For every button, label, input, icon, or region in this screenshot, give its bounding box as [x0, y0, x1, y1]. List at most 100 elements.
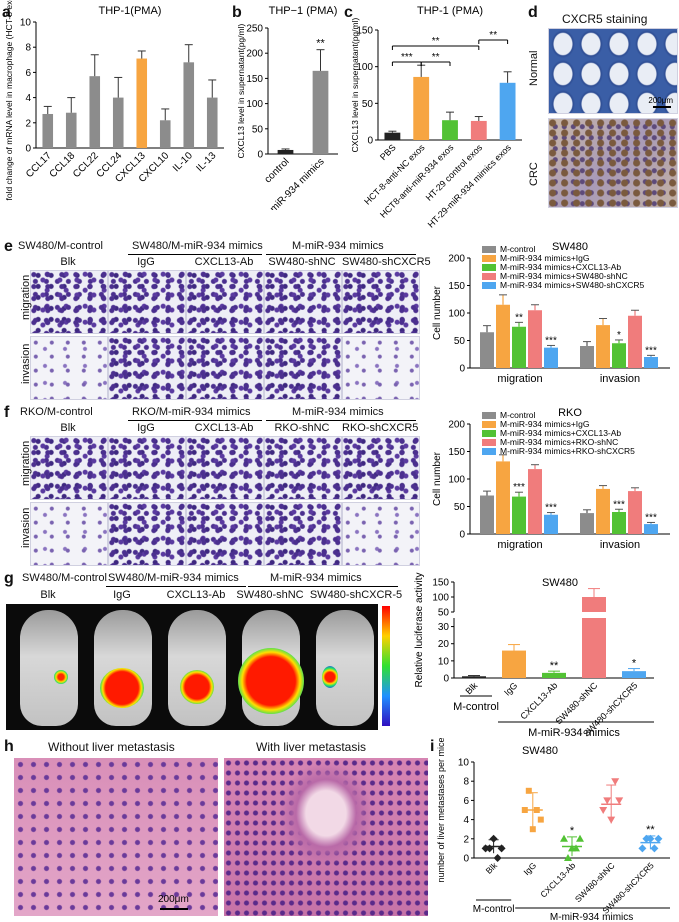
legend-label: M-miR-934 mimics+IgG: [500, 419, 590, 429]
data-point-Blk: [497, 844, 506, 853]
bar-SW480-shCXCR5: [622, 671, 646, 678]
legend-label: M-miR-934 mimics+SW480-shCXCR5: [500, 280, 645, 290]
y-tick-label: 150: [448, 447, 465, 458]
x-tick-label: PBS: [378, 142, 398, 162]
chart-f-rko-cell-number: RKO 0 50 100 150 200 Cell number *** *** migratio…: [432, 407, 670, 551]
f-micrograph: [186, 436, 264, 500]
bar-SW480-shNC: [582, 618, 606, 678]
bar-invasion-3: [628, 491, 642, 534]
bracket-label: **: [432, 36, 440, 47]
group-label-2: M-miR-934 mimics: [528, 727, 620, 738]
legend-swatch: [482, 282, 496, 289]
data-point-Blk: [489, 834, 498, 843]
significance-mark: *: [570, 825, 575, 837]
signal-shnc: [238, 648, 304, 714]
significance-mark: *: [617, 330, 621, 341]
y-tick-label: 200: [448, 420, 465, 431]
panel-label-c: c: [344, 4, 353, 21]
e-micrograph: [342, 270, 420, 334]
x-tick-label: migration: [497, 373, 542, 385]
bar-SW480-shNC-upper: [582, 597, 606, 612]
bar-HT-29 control exos: [470, 120, 487, 140]
bar-migration-1: [496, 304, 510, 368]
y-tick-label: 30: [438, 622, 450, 633]
bar-invasion-1: [596, 325, 610, 368]
chart-g-luciferase-activity: SW480 50 100 150 0 10 20 30 Relative luciferase …: [414, 572, 654, 738]
bar-migration-1: [496, 461, 510, 534]
y-tick-label: 50: [362, 99, 374, 110]
f-micrograph: [342, 436, 420, 500]
group-label-1: M-control: [453, 701, 499, 713]
f-header-control: RKO/M-control: [20, 406, 93, 418]
data-point-CXCL13-Ab: [576, 834, 584, 842]
g-col-label: SW480-shCXCR-5: [309, 589, 403, 601]
data-point-CXCL13-Ab: [572, 844, 580, 852]
panel-label-b: b: [232, 4, 242, 21]
bracket-label: ***: [401, 52, 413, 63]
signal-cxcl13-ab: [180, 670, 214, 704]
y-tick-label: 10: [458, 758, 470, 769]
y-tick-label: 200: [246, 49, 263, 60]
legend-swatch: [482, 273, 496, 280]
f-header-underline-2: [266, 420, 416, 421]
y-tick-label: 100: [356, 62, 373, 73]
significance-mark: *: [632, 658, 637, 670]
g-col-label: CXCL13-Ab: [166, 589, 226, 601]
bar-invasion-1: [596, 488, 610, 534]
y-tick-label: 6: [463, 796, 469, 807]
legend-label: M-miR-934 mimics+RKO-shCXCR5: [500, 446, 635, 456]
y-tick-label: 20: [438, 639, 450, 650]
liver-metastasis-he-image: [224, 758, 428, 916]
h-right-title: With liver metastasis: [256, 740, 367, 754]
y-tick-label: 0: [443, 674, 449, 685]
bar-migration-2: [512, 326, 526, 368]
y-axis-label: number of liver metastases per mice: [436, 738, 446, 883]
data-point-SW480-shNC: [599, 807, 608, 814]
bar-IL-10: [183, 62, 195, 148]
luminescence-color-scale: [382, 606, 390, 726]
x-tick-label: invasion: [600, 373, 640, 385]
bar-migration-3: [528, 469, 542, 534]
y-tick-label: 150: [448, 281, 465, 292]
data-point-SW480-shNC: [603, 797, 612, 805]
g-header-control: SW480/M-control: [22, 572, 107, 584]
e-header-mimics: SW480/M-miR-934 mimics: [132, 240, 263, 252]
e-col-label: CXCL13-Ab: [194, 256, 254, 268]
y-tick-label: 0: [257, 150, 263, 161]
x-tick-label: Blk: [463, 680, 479, 696]
significance-mark: ***: [645, 512, 657, 523]
f-header-mimics: RKO/M-miR-934 mimics: [132, 406, 251, 418]
significance-mark: ***: [513, 482, 525, 493]
group-label-1: M-control: [473, 904, 515, 915]
y-tick-label: 0: [459, 364, 465, 375]
f-micrograph: [108, 436, 186, 500]
legend-label: M-control: [500, 410, 536, 420]
f-header-m-mimics: M-miR-934 mimics: [292, 406, 384, 418]
y-tick-label: 0: [25, 144, 31, 155]
g-header-underline-2: [248, 586, 398, 587]
bar-migration-0: [480, 332, 494, 368]
normal-tissue-ihc-image: 200μm: [548, 28, 678, 114]
f-micrograph: [30, 436, 108, 500]
g-header-mimics: SW480/M-miR-934 mimics: [108, 572, 239, 584]
y-tick-label: 200: [448, 254, 465, 265]
bar-invasion-0: [580, 346, 594, 368]
x-tick-label: Blk: [484, 860, 500, 876]
legend-label: M-miR-934 mimics+IgG: [500, 253, 590, 263]
f-micrograph: [108, 502, 186, 566]
e-header-underline-2: [266, 254, 416, 255]
bracket-label: **: [432, 52, 440, 63]
y-tick-label: 100: [448, 309, 465, 320]
data-point-SW480-shCXCR5: [654, 834, 663, 843]
legend-label: M-miR-934 mimics+CXCL13-Ab: [500, 262, 621, 272]
f-col-label: CXCL13-Ab: [194, 422, 254, 434]
signal-shcxcr5: [322, 666, 338, 688]
y-tick-label: 150: [356, 26, 373, 37]
bar-migration-2: [512, 496, 526, 534]
bar-invasion-3: [628, 315, 642, 368]
y-tick-label: 4: [463, 815, 469, 826]
data-point-CXCL13-Ab: [564, 854, 572, 861]
panel-label-f: f: [4, 404, 10, 421]
bar-IgG: [502, 650, 526, 678]
e-col-label: IgG: [137, 256, 155, 268]
